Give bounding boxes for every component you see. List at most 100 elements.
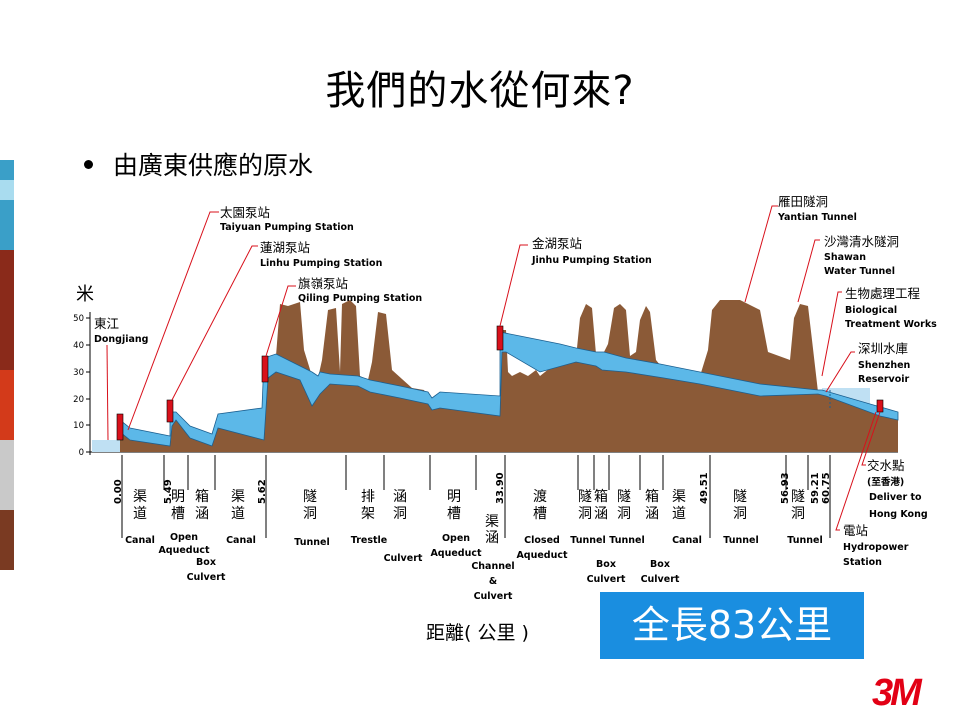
segment-dividers <box>121 455 831 538</box>
km-mark: 33.90 <box>495 472 506 504</box>
segment-box-culvert-3: 箱 涵 Box Culvert <box>641 489 680 585</box>
segment-tunnel-2: 隧 洞 Tunnel <box>570 489 605 546</box>
segment-tunnel-1: 隧 洞 Tunnel <box>294 489 329 548</box>
segment-cn-char: 槽 <box>171 506 185 522</box>
label-shawan-cn: 沙灣清水隧洞 <box>824 234 899 249</box>
segment-en: Canal <box>125 535 155 546</box>
segment-cn-char: 槽 <box>533 506 547 522</box>
terrain-profile <box>120 300 898 452</box>
y-tick-label: 50 <box>73 314 84 324</box>
bullet-item: 由廣東供應的原水 <box>84 146 313 182</box>
segment-cn-char: 洞 <box>733 506 747 522</box>
segment-cn-char: 道 <box>672 506 686 522</box>
station-marker-qiling <box>261 355 269 383</box>
label-linhu-en: Linhu Pumping Station <box>260 258 383 269</box>
segment-cn-char: 隧 <box>733 489 747 505</box>
y-tick-label: 30 <box>73 368 84 378</box>
segment-culvert: 涵 洞 Culvert <box>384 489 423 564</box>
station-marker-jinhu <box>496 325 504 351</box>
segment-en: Tunnel <box>570 535 605 546</box>
label-shawan-en1: Shawan <box>824 252 866 263</box>
km-marks: 0.00 5.49 5.62 33.90 49.51 56.93 59.21 6… <box>113 472 832 504</box>
segment-en: Channel <box>471 561 514 572</box>
label-biological-cn: 生物處理工程 <box>845 286 921 301</box>
km-mark: 60.75 <box>821 472 832 504</box>
segment-en: Culvert <box>587 574 626 585</box>
segment-box-culvert-1: 箱 涵 Box Culvert <box>187 489 226 583</box>
bullet-text: 由廣東供應的原水 <box>113 151 314 180</box>
km-mark: 0.00 <box>113 479 124 504</box>
label-hydropower-en1: Hydropower <box>843 542 909 553</box>
segment-cn-char: 涵 <box>195 506 209 522</box>
segment-en: Culvert <box>641 574 680 585</box>
segment-tunnel-4: 隧 洞 Tunnel <box>723 489 758 546</box>
segment-en: Tunnel <box>609 535 644 546</box>
segment-cn-char: 洞 <box>303 506 317 522</box>
y-tick-label: 10 <box>73 421 84 431</box>
total-length-box: 全長83公里 <box>600 592 864 659</box>
segment-cn-char: 渠 <box>133 489 147 505</box>
label-delivery-en2: Hong Kong <box>869 509 928 520</box>
segment-en: Box <box>596 559 616 570</box>
label-biological-en1: Biological <box>845 305 897 316</box>
segment-cn-char: 道 <box>133 506 147 522</box>
segment-cn-char: 渠 <box>231 489 245 505</box>
y-axis: 50 40 30 20 10 0 米 <box>73 284 94 458</box>
y-axis-unit: 米 <box>76 284 94 305</box>
y-tick-label: 0 <box>79 448 84 458</box>
segment-closed-aqueduct: 渡 槽 Closed Aqueduct <box>516 489 568 561</box>
label-taiyuan-en: Taiyuan Pumping Station <box>220 222 354 233</box>
segment-en: Trestle <box>351 535 387 546</box>
label-shawan-en2: Water Tunnel <box>824 266 895 277</box>
label-shenzhen-en1: Shenzhen <box>858 360 911 371</box>
segment-en: & <box>489 576 497 587</box>
segment-cn-char: 隧 <box>578 489 592 505</box>
segment-canal-2: 渠 道 Canal <box>226 489 256 546</box>
km-mark: 59.21 <box>810 472 821 504</box>
segment-cn-char: 明 <box>447 489 461 505</box>
segment-cn-char: 渠 <box>672 489 686 505</box>
station-labels: 東江 Dongjiang 太園泵站 Taiyuan Pumping Statio… <box>94 194 937 568</box>
segment-cn-char: 架 <box>361 506 375 522</box>
segment-cn-char: 洞 <box>791 506 805 522</box>
segment-cn-char: 洞 <box>617 506 631 522</box>
segment-cn-char: 洞 <box>393 506 407 522</box>
segment-en: Tunnel <box>723 535 758 546</box>
3m-logo: 3M <box>872 672 922 714</box>
label-delivery-cn2: (至香港) <box>867 476 904 488</box>
segment-cn-char: 道 <box>231 506 245 522</box>
segment-en: Aqueduct <box>516 550 568 561</box>
km-mark: 5.62 <box>257 479 268 504</box>
segment-cn-char: 涵 <box>594 506 608 522</box>
label-yantian-en: Yantian Tunnel <box>777 212 857 223</box>
station-marker-dongjiang <box>116 413 124 441</box>
segment-en: Aqueduct <box>158 545 210 556</box>
segment-en: Culvert <box>474 591 513 602</box>
segment-cn-char: 涵 <box>485 530 499 546</box>
segment-cn-char: 箱 <box>594 489 608 505</box>
segment-cn-char: 洞 <box>578 506 592 522</box>
segment-en: Canal <box>672 535 702 546</box>
label-biological-en2: Treatment Works <box>845 319 937 330</box>
segment-en: Open <box>170 532 198 543</box>
segment-cn-char: 隧 <box>791 489 805 505</box>
label-shenzhen-en2: Reservoir <box>858 374 910 385</box>
water-channel <box>119 331 899 447</box>
label-delivery-en1: Deliver to <box>869 492 922 503</box>
segment-cn-char: 箱 <box>645 489 659 505</box>
label-qiling-cn: 旗嶺泵站 <box>298 276 348 291</box>
bullet-dot <box>84 159 93 169</box>
label-shenzhen-cn: 深圳水庫 <box>858 341 908 356</box>
dongjiang-river <box>92 440 120 452</box>
label-dongjiang-cn: 東江 <box>94 316 119 331</box>
y-tick-label: 40 <box>73 341 84 351</box>
segment-tunnel-5: 隧 洞 Tunnel <box>787 489 822 546</box>
segment-cn-char: 涵 <box>645 506 659 522</box>
segment-cn-char: 排 <box>361 489 375 505</box>
km-mark: 56.93 <box>780 472 791 504</box>
distance-axis-label: 距離( 公里 ) <box>426 622 529 644</box>
segment-cn-char: 涵 <box>393 489 407 505</box>
segment-cn-char: 明 <box>171 489 185 505</box>
label-qiling-en: Qiling Pumping Station <box>298 293 422 304</box>
